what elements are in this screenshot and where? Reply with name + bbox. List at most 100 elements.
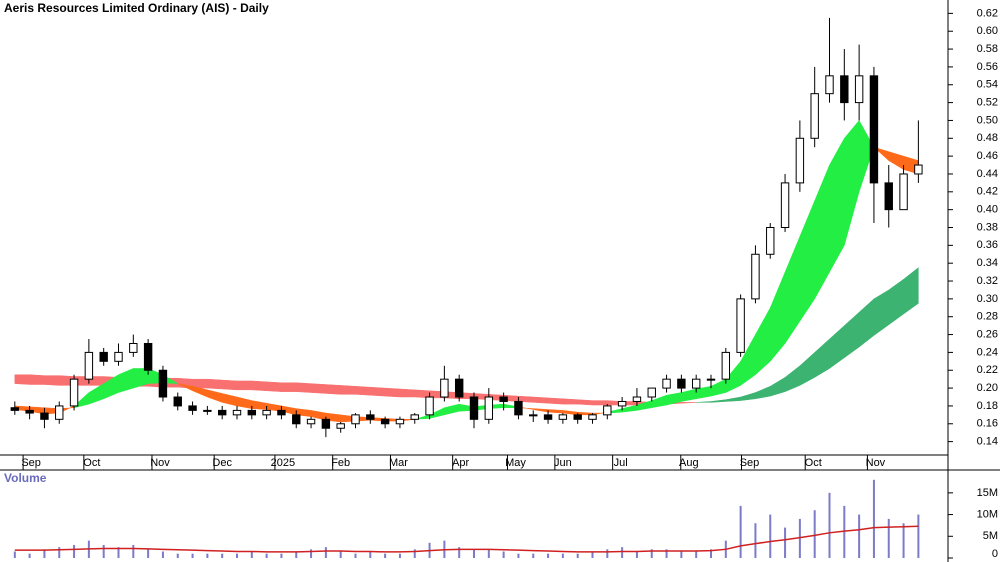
x-tick-label: May [505,457,526,469]
candle-body [114,351,123,362]
y-tick-label: 10M [977,508,998,520]
candle-body [662,378,671,389]
volume-bar [117,547,120,558]
candle-body [617,400,627,407]
y-tick-label: 0.62 [977,7,998,19]
candle-body [55,405,64,420]
ma-band [340,385,356,395]
volume-bar [221,553,224,558]
candle-body [69,378,79,407]
candle-body [188,405,197,411]
y-tick-label: 0 [992,548,998,560]
volume-bar [502,551,505,558]
candle-body [380,418,390,425]
ma-band [533,396,549,404]
candle-body [499,396,508,402]
y-tick-label: 0.30 [977,293,998,305]
x-tick-label: Aug [679,457,699,469]
ma-band [592,400,608,406]
volume-bar [473,549,475,558]
volume-bar [265,553,268,558]
candle-body [884,182,893,211]
y-tick-label: 0.34 [977,257,998,269]
y-tick-label: 0.28 [977,311,998,323]
volume-bar [324,547,327,558]
volume-bar [132,544,135,558]
volume-bar [635,551,638,558]
volume-bar [310,549,313,558]
volume-bar [43,549,46,558]
ma-band [251,380,267,392]
candle-body [292,414,301,425]
volume-bar [250,551,253,558]
volume-bar [695,551,698,558]
volume-bar [354,553,357,558]
candle-body [425,396,434,416]
y-tick-label: 0.36 [977,239,998,251]
volume-bar [798,518,801,558]
volume-bar [872,479,875,558]
volume-bar [369,551,372,558]
ma-band [355,386,371,396]
candle-body [469,396,479,420]
x-tick-label: Mar [389,457,408,469]
volume-bar [739,505,742,558]
chart-title: Aeris Resources Limited Ordinary (AIS) -… [4,1,269,15]
candle-body [899,173,908,211]
candle-body [854,75,864,104]
volume-bar [621,547,624,558]
volume-bar [58,547,61,558]
volume-bar [176,553,179,558]
volume-bar [769,514,772,558]
candle-body [840,75,849,104]
candle-body [217,409,227,416]
candle-body [410,414,419,420]
candle-body [677,378,686,389]
y-tick-label: 0.54 [977,79,998,91]
volume-bar [384,553,387,558]
candle-body [173,396,182,407]
candles [10,17,923,438]
candle-body [247,409,257,416]
y-tick-label: 0.56 [977,61,998,73]
volume-bar [73,544,76,558]
volume-bar [398,553,401,558]
volume-bar [161,551,164,558]
x-tick-label: Apr [452,457,469,469]
candle-body [321,418,331,429]
x-tick-label: Oct [83,457,100,469]
candle-body [129,342,138,353]
candle-body [529,414,538,417]
candle-body [588,414,597,420]
candle-body [40,412,49,420]
ma-band [310,383,327,394]
volume-bar [236,553,238,558]
volume-bar [280,553,283,558]
candle-body [766,227,775,255]
volume-bar [813,510,816,558]
y-tick-label: 0.32 [977,275,998,287]
candle-body [603,405,612,416]
volume-bar [591,551,594,558]
volume-bar [680,551,683,558]
ma-band [325,384,341,395]
volume-bar [843,505,846,558]
candle-body [706,378,716,381]
ma-band [547,409,564,414]
ma-band [207,378,223,390]
volume-bar [606,549,609,558]
y-tick-label: 0.48 [977,132,998,144]
volume-bar [339,551,342,558]
candle-body [84,351,94,380]
ma-band [296,382,312,393]
volume-bar [413,549,416,558]
volume-bar [487,549,490,558]
volume-bar [547,553,550,558]
candle-body [262,409,271,416]
ma-band [266,381,282,392]
candle-body [395,418,405,425]
candle-body [721,351,731,380]
volume-bar [917,514,920,558]
candle-body [795,137,805,184]
